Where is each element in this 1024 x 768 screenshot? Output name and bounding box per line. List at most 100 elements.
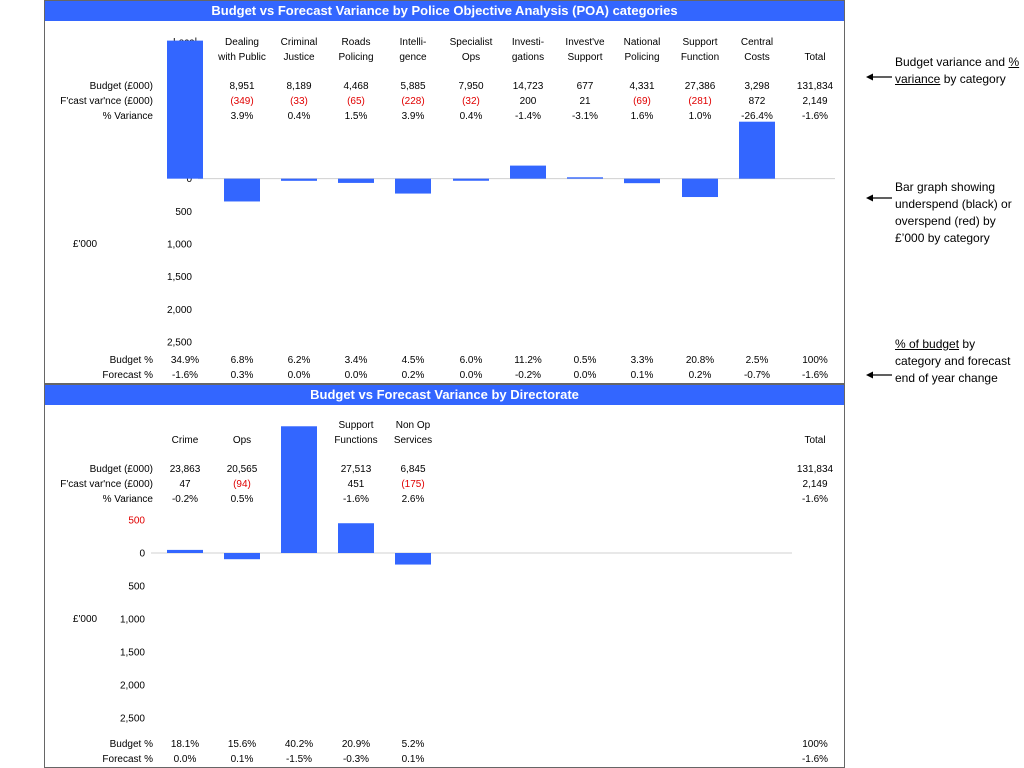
column-header-line2: Costs: [744, 52, 770, 63]
directorate-title: Budget vs Forecast Variance by Directora…: [45, 385, 844, 405]
cell-budget_pct: 18.1%: [170, 739, 200, 750]
cell-fcast: 451: [347, 479, 365, 490]
column-header-line2: Support: [567, 52, 603, 63]
column-header-line2: Services: [393, 435, 433, 446]
cell-budget_pct: 5.2%: [401, 739, 425, 750]
y-tick-label: 500: [128, 516, 145, 527]
cell-forecast_pct: -1.5%: [285, 754, 313, 765]
column-header-line2: Total: [804, 52, 826, 63]
bar-3: [338, 523, 374, 553]
cell-pct: -3.6%: [285, 494, 313, 505]
cell-pct: 0.5%: [230, 494, 254, 505]
column-header-line1: National: [623, 37, 661, 48]
column-header-line2: Ops: [461, 52, 481, 63]
cell-pct: 1.0%: [688, 111, 712, 122]
cell-forecast_pct: -0.3%: [342, 754, 370, 765]
poa-title: Budget vs Forecast Variance by Police Ob…: [45, 1, 844, 21]
cell-budget_pct: 6.0%: [459, 355, 483, 366]
cell-pct: -1.6%: [342, 494, 370, 505]
cell-total-budget: 131,834: [796, 464, 834, 475]
column-header-line2: Crime: [171, 435, 199, 446]
cell-budget_pct: 3.4%: [344, 355, 368, 366]
bar-10: [739, 121, 775, 179]
column-header-total: Total: [804, 435, 826, 446]
column-header-line2: Ops: [232, 435, 252, 446]
y-tick-label: 2,500: [120, 714, 145, 725]
row-label-fcast: F'cast var'nce (£000): [60, 96, 153, 107]
cell-budget: 27,513: [340, 464, 372, 475]
bar-3: [338, 178, 374, 183]
cell-budget: 27,386: [684, 81, 716, 92]
cell-budget_pct: 11.2%: [514, 355, 542, 366]
y-tick-label: 1,000: [167, 240, 192, 251]
cell-fcast: 2,113: [172, 96, 198, 107]
cell-budget_pct: 20.9%: [341, 739, 371, 750]
cell-fcast: (33): [290, 96, 308, 107]
cell-budget: 8,189: [286, 81, 312, 92]
column-header-line2: with Public: [218, 52, 266, 63]
cell-fcast: 200: [519, 96, 537, 107]
cell-budget_pct: 40.2%: [284, 739, 314, 750]
y-tick-label: 2,000: [167, 305, 192, 316]
cell-budget_pct: 6.8%: [230, 355, 254, 366]
cell-pct: 0.4%: [287, 111, 311, 122]
column-header-line1: Investi-: [511, 37, 545, 48]
cell-budget: 3,298: [744, 81, 770, 92]
bar-4: [395, 178, 431, 194]
column-header-line1: Invest've: [565, 37, 605, 48]
cell-budget: 23,863: [169, 464, 201, 475]
column-header-line1: Dealing: [225, 37, 259, 48]
y-tick-label: 1,500: [120, 648, 145, 659]
cell-fcast: (94): [233, 479, 251, 490]
cell-fcast: 2,149: [802, 96, 828, 107]
column-header-line1: Support: [682, 37, 718, 48]
note-budget-pct-post: by category and forecast end of year cha…: [895, 337, 1011, 385]
poa-panel: Budget vs Forecast Variance by Police Ob…: [44, 0, 845, 384]
cell-budget: 677: [576, 81, 594, 92]
column-header-line1: Criminal: [280, 37, 318, 48]
left-arrow-icon: [866, 73, 892, 81]
cell-forecast_pct: 0.0%: [287, 370, 311, 381]
y-tick-label: 1,500: [167, 272, 192, 283]
cell-budget: 131,834: [796, 81, 834, 92]
row-label-forecast_pct: Forecast %: [102, 754, 153, 765]
column-header-line1: Intelli-: [399, 37, 427, 48]
cell-forecast_pct: 0.1%: [630, 370, 654, 381]
cell-total-fcast: 2,149: [802, 479, 828, 490]
cell-pct: 2.6%: [401, 494, 425, 505]
cell-budget: 20,565: [226, 464, 258, 475]
y-tick-label: 0: [186, 174, 192, 185]
cell-total-forecast_pct: -1.6%: [801, 754, 829, 765]
column-header-line1: Non Op: [395, 420, 431, 431]
cell-pct: -26.4%: [741, 111, 773, 122]
cell-forecast_pct: 0.0%: [459, 370, 483, 381]
cell-budget: 7,950: [458, 81, 484, 92]
left-arrow-icon: [866, 194, 892, 202]
note-variance: Budget variance and % variance by catego…: [895, 54, 1020, 88]
cell-forecast_pct: -1.6%: [171, 370, 199, 381]
column-header-line2: gations: [511, 52, 545, 63]
cell-pct: 3.9%: [401, 111, 425, 122]
cell-budget_pct: 2.5%: [745, 355, 769, 366]
cell-forecast_pct: 0.2%: [688, 370, 712, 381]
bar-0: [167, 549, 203, 553]
directorate-panel: Budget vs Forecast Variance by Directora…: [44, 384, 845, 768]
y-tick-label: 0: [139, 549, 145, 560]
note-variance-pre: Budget variance and: [895, 55, 1006, 69]
cell-pct: -1.6%: [801, 111, 829, 122]
cell-budget_pct: 4.5%: [401, 355, 425, 366]
cell-budget: 8,951: [229, 81, 255, 92]
column-header-line2: Policing: [624, 52, 660, 63]
column-header-line2: Justice: [283, 52, 315, 63]
note-variance-underlined: % variance: [895, 55, 1020, 86]
cell-fcast: 1,920: [286, 479, 312, 490]
row-label-fcast: F'cast var'nce (£000): [60, 479, 153, 490]
cell-budget: 53,048: [283, 464, 315, 475]
y-tick-label: 500: [175, 207, 192, 218]
bar-7: [567, 177, 603, 179]
column-header-line1: Local: [173, 37, 197, 48]
cell-budget: 45,976: [169, 81, 201, 92]
bar-5: [453, 178, 489, 181]
row-label-pct: % Variance: [102, 494, 153, 505]
cell-fcast: 21: [579, 96, 591, 107]
